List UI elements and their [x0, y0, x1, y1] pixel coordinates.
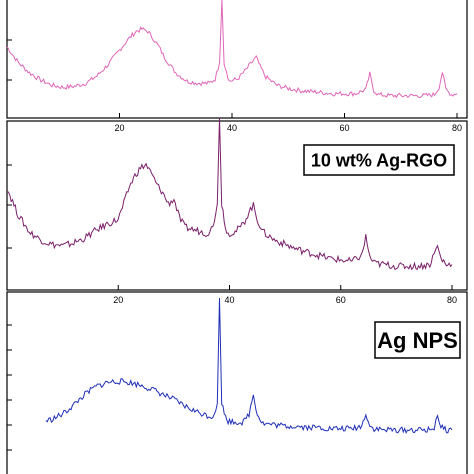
x-tick-label: 40 [227, 123, 237, 133]
x-tick-label: 80 [452, 123, 462, 133]
xrd-series-line [6, 0, 458, 99]
series-label-box [374, 321, 461, 359]
x-tick-label: 20 [114, 123, 124, 133]
panel-frame [6, 291, 468, 474]
x-tick-label: 80 [447, 295, 457, 305]
x-tick-label: 60 [339, 123, 349, 133]
panel-frame [6, 0, 468, 119]
x-tick-label: 60 [336, 295, 346, 305]
series-label: Ag NPS [377, 328, 458, 353]
x-tick-label: 40 [224, 295, 234, 305]
x-tick-label: 20 [113, 295, 123, 305]
series-label-box [303, 144, 455, 176]
xrd-series-line [45, 297, 453, 434]
xrd-series-line [6, 117, 453, 271]
series-label: 10 wt% Ag-RGO [311, 150, 447, 170]
